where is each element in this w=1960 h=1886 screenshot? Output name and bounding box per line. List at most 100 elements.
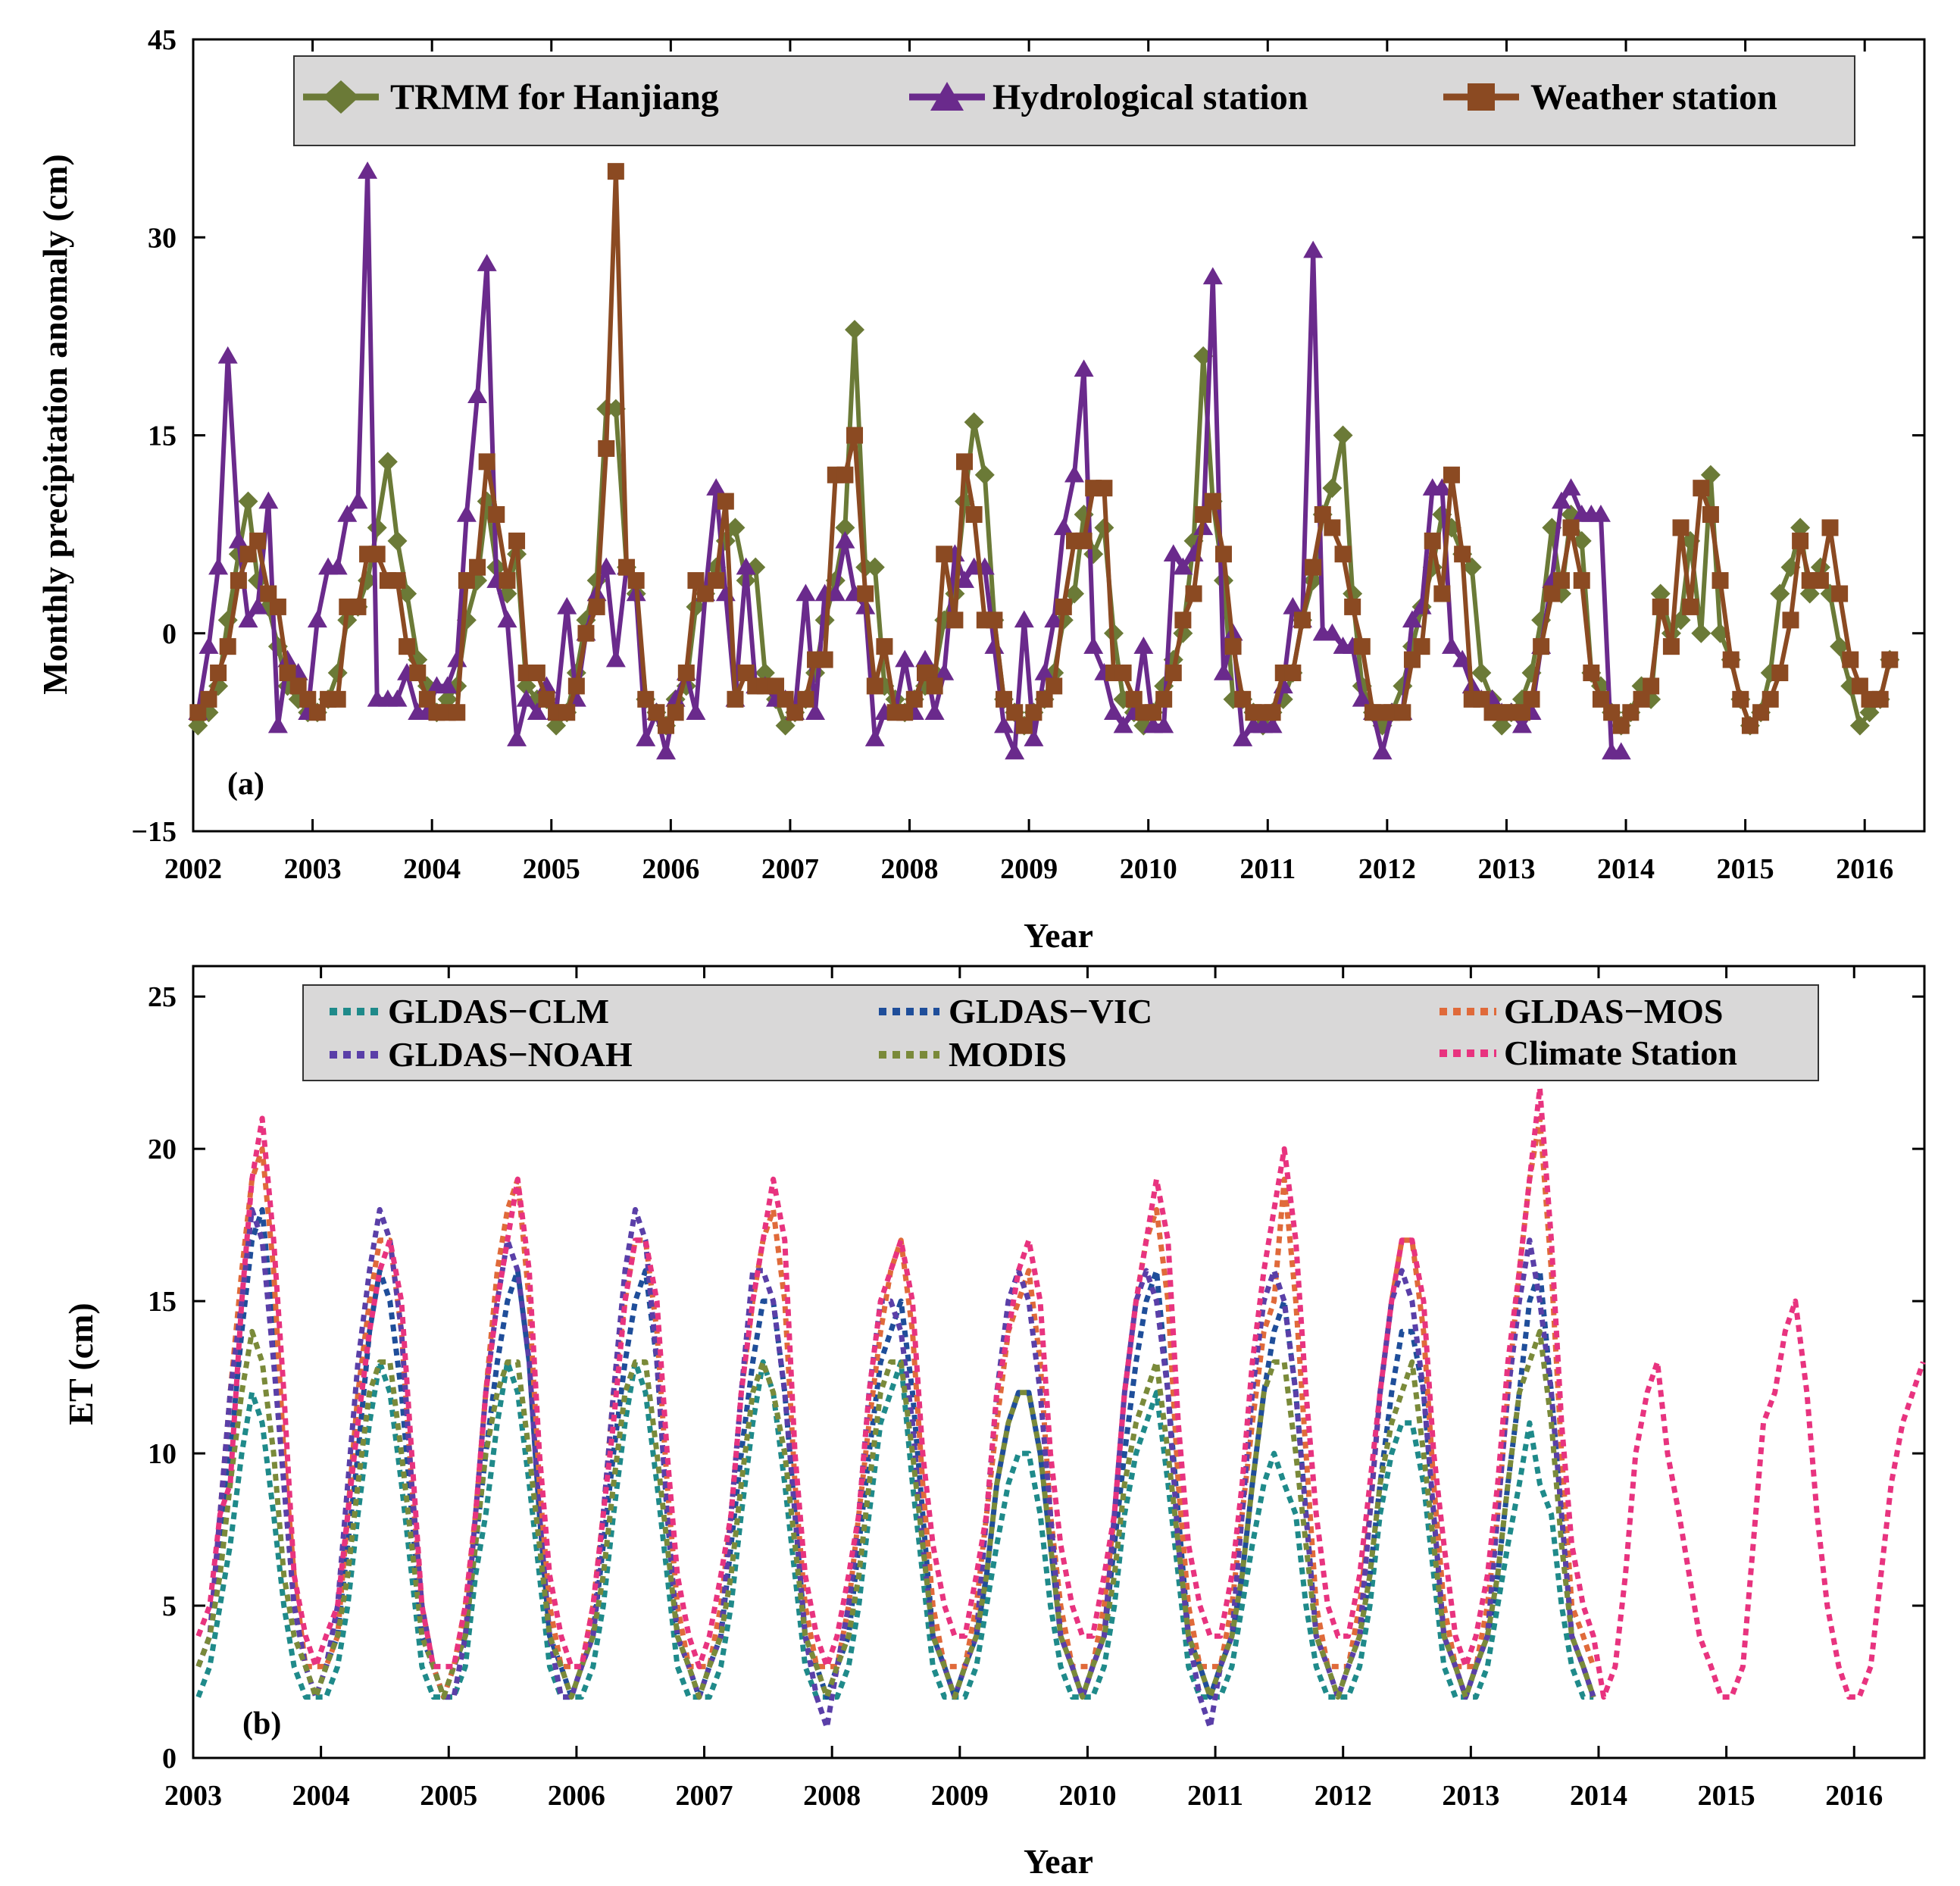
data-point: [577, 624, 595, 642]
data-point: [725, 518, 746, 538]
data-point: [1113, 715, 1133, 733]
data-point: [260, 585, 277, 602]
data-point: [1752, 704, 1770, 721]
x-axis-b: 2003 2004 2005 2006 2007 2008 2009 2010 2011 2012…: [164, 966, 1883, 1812]
data-point: [1782, 611, 1799, 629]
data-point: [996, 690, 1013, 708]
legend-label-hydrological: Hydrological station: [993, 77, 1308, 117]
data-point: [467, 386, 488, 403]
x-axis-title-b: Year: [1024, 1842, 1093, 1881]
diamond-marker-icon: [323, 80, 359, 114]
data-point: [469, 558, 486, 576]
data-point: [1233, 729, 1253, 746]
data-point: [835, 518, 855, 538]
data-point: [1202, 267, 1223, 285]
data-point: [636, 729, 656, 746]
data-point: [816, 651, 833, 668]
data-point: [1831, 585, 1849, 602]
y-tick-label: 10: [148, 1438, 177, 1470]
data-point: [1324, 519, 1341, 536]
data-point: [267, 715, 288, 733]
data-point: [1622, 704, 1640, 721]
data-point: [1682, 598, 1699, 615]
data-point: [516, 689, 536, 707]
data-point: [1005, 742, 1025, 760]
data-point: [348, 491, 368, 509]
data-point: [845, 320, 865, 340]
x-tick-label: 2007: [676, 1780, 733, 1812]
legend-entry-hydrological: Hydrological station: [909, 77, 1308, 117]
data-point: [1293, 611, 1311, 629]
data-point: [399, 638, 416, 655]
data-point: [1103, 702, 1124, 720]
data-point: [876, 638, 893, 655]
data-point: [1871, 690, 1889, 708]
x-tick-label: 2010: [1120, 853, 1177, 885]
y-axis-b: 0 5 10 15 20 25: [148, 981, 1924, 1775]
data-point: [1164, 665, 1182, 681]
data-point: [1454, 546, 1471, 563]
data-point: [200, 690, 217, 708]
data-point: [656, 742, 677, 760]
data-point: [389, 572, 406, 590]
y-axis-a: −15 0 15 30 45: [131, 24, 1924, 848]
data-point: [1214, 546, 1232, 563]
data-point: [269, 598, 286, 615]
data-point: [697, 585, 714, 602]
data-point: [538, 690, 555, 708]
data-point: [708, 572, 725, 590]
y-axis-title-b: ET (cm): [61, 1303, 100, 1425]
data-point: [1432, 478, 1452, 496]
data-point: [964, 412, 984, 433]
data-point: [488, 506, 505, 523]
legend-box-a: [293, 55, 1855, 146]
data-point: [477, 254, 497, 271]
data-point: [956, 453, 974, 471]
data-point: [1741, 717, 1758, 734]
x-axis-a: 2002 2003 2004 2005 2006 2007 2008 2009 2010 2011…: [164, 39, 1893, 885]
data-point: [1133, 636, 1154, 654]
data-point: [238, 610, 258, 628]
data-point: [667, 704, 684, 721]
data-point: [917, 665, 934, 681]
legend-label-gldas-vic: GLDAS−VIC: [949, 992, 1152, 1031]
x-axis-title-a: Year: [1024, 916, 1093, 955]
x-tick-label: 2006: [642, 853, 699, 885]
x-tick-label: 2005: [523, 853, 580, 885]
data-point: [1224, 638, 1242, 655]
data-point: [797, 690, 814, 708]
data-point: [1044, 610, 1064, 628]
data-point: [846, 427, 864, 444]
data-point: [1322, 478, 1343, 499]
series-modis: [195, 1328, 1596, 1700]
series-line-modis: [195, 1328, 1596, 1700]
legend-entry-trmm: TRMM for Hanjiang: [303, 77, 719, 117]
x-tick-label: 2004: [292, 1780, 350, 1812]
data-point: [895, 649, 915, 668]
panel-label-b: (b): [242, 1706, 281, 1741]
x-tick-label: 2014: [1570, 1780, 1627, 1812]
data-point: [409, 665, 427, 681]
data-point: [627, 572, 645, 590]
data-point: [1413, 638, 1430, 655]
data-point: [1761, 690, 1779, 708]
legend-box-b: [302, 984, 1819, 1081]
data-point: [946, 611, 964, 629]
y-tick-label: 5: [162, 1590, 177, 1622]
data-point: [189, 704, 207, 721]
data-point: [835, 530, 855, 549]
data-point: [208, 557, 229, 575]
data-point: [605, 649, 626, 668]
data-point: [1353, 638, 1371, 655]
data-point: [1262, 715, 1283, 733]
data-point: [607, 163, 624, 180]
series-weather-station: [189, 163, 1899, 734]
data-point: [1014, 610, 1034, 628]
data-point: [1303, 240, 1324, 258]
data-point: [279, 665, 296, 681]
data-point: [1213, 663, 1233, 680]
data-point: [1096, 480, 1113, 497]
data-point: [915, 649, 936, 668]
data-point: [905, 690, 923, 708]
